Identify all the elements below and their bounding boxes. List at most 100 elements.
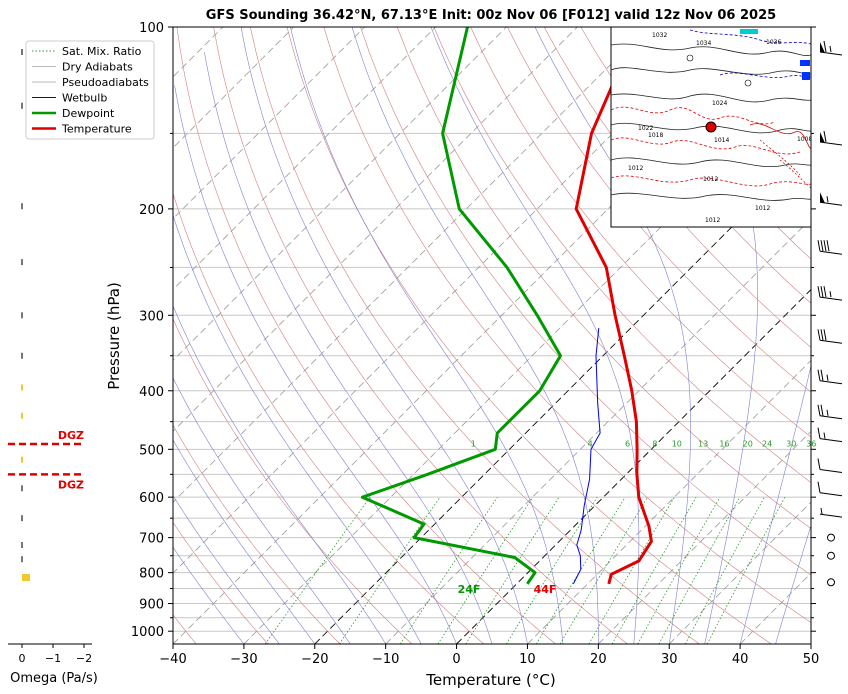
omega-bar [21,49,23,56]
wind-barb-shaft [819,339,843,344]
isotherm-line [385,218,811,644]
mixing-ratio-label: 4 [588,439,593,448]
wind-barb-full [817,286,821,298]
omega-bar [21,515,23,522]
wind-barb-half [823,432,826,439]
omega-tick-label: −2 [76,652,92,665]
wind-barb-full [817,427,821,439]
omega-bar [21,456,23,463]
dry-adiabat-line [433,27,811,483]
dry-adiabat-line [360,27,811,576]
dry-adiabat-line [507,27,811,393]
wind-barb [817,286,843,301]
mixing-ratio-labels: 1 4 6 8 10 13 16 20 24 30 36 [471,439,816,448]
svg-text:1034: 1034 [696,40,711,47]
omega-axis-label: Omega (Pa/s) [10,671,98,686]
wind-barb-shaft [819,380,843,385]
wind-barb-full [823,40,827,53]
wind-barb-full [817,329,821,341]
wind-barb-shaft [819,438,843,443]
wind-barb-shaft [819,296,843,301]
wetbulb-profile-line [572,328,601,585]
mixing-ratio-line [437,496,534,644]
moist-adiabat-line [534,27,691,644]
dry-adiabat-line [173,424,341,644]
wind-barb [819,130,843,146]
isotherm-line [456,288,811,644]
omega-bar [21,412,23,419]
dry-adiabat-line [286,27,772,644]
moist-adiabat-line [173,214,422,644]
chart-title: GFS Sounding 36.42°N, 67.13°E Init: 00z … [206,8,776,23]
wind-barb-full [823,130,827,143]
moist-adiabat-line [173,495,280,644]
svg-text:1012: 1012 [703,176,718,183]
svg-text:1024: 1024 [712,100,727,107]
y-axis-label: Pressure (hPa) [105,282,123,390]
omega-tick-label: 0 [19,652,26,665]
omega-bar [21,352,23,359]
x-tick-label: −10 [372,652,399,667]
legend-label: Pseudoadiabats [62,76,149,89]
x-tick-label: −20 [301,652,328,667]
mixing-ratio-line [559,496,648,644]
dry-adiabat-line [838,27,848,644]
isotherm-line [668,501,811,644]
isotherm-minus20-line [314,147,811,644]
wind-barb-full [817,458,821,470]
wind-barb-half [826,409,829,416]
omega-bar [21,384,23,391]
mixing-ratio-label: 1 [471,439,476,448]
wind-barb-full [817,481,821,493]
y-tick-label: 800 [139,567,164,582]
x-tick-label: 30 [661,652,678,667]
svg-text:1012: 1012 [755,205,770,212]
moist-adiabat-line [173,377,351,644]
wind-barb-half [820,508,823,515]
axes: −40 −30 −20 −10 0 10 20 30 40 50 100 200 300 400 500 60… [131,21,819,667]
dry-adiabat-line [580,27,811,304]
plot-frame [172,26,812,645]
mixing-ratio-line [684,497,765,644]
mixing-ratio-line [535,496,626,644]
mixing-ratio-line [658,496,741,644]
wind-barb-full [817,369,821,381]
dry-adiabat-line [323,27,811,623]
wind-barb [819,40,843,56]
svg-text:1036: 1036 [766,39,781,46]
mixing-ratio-line [465,496,560,644]
x-tick-label: 10 [519,652,536,667]
y-tick-label: 600 [139,491,164,506]
svg-text:1012: 1012 [705,217,720,224]
wind-barb [819,508,843,518]
x-tick-label: −30 [230,652,257,667]
x-tick-label: 0 [452,652,460,667]
isotherm-line [173,27,507,362]
wind-barb [817,427,843,443]
wind-barb [817,481,843,497]
wind-barb [817,240,843,255]
omega-bar [21,259,23,266]
wind-barb [817,369,843,385]
wind-barb-full [820,329,824,341]
x-tick-label: 50 [803,652,820,667]
wind-barb-half [826,374,829,381]
mixing-ratio-label: 8 [652,439,657,448]
inset-map: 1032 1034 1036 1024 1022 1018 1014 1012 … [610,26,812,228]
wind-barb [817,458,843,474]
omega-bar [21,312,23,319]
mixing-ratio-label: 13 [698,439,708,448]
wind-barb-full [817,240,821,252]
calm-wind-circle [827,533,835,542]
calm-wind-circle [827,578,835,587]
wind-barb-full [823,329,827,341]
dry-adiabat-line [250,27,700,644]
dry-adiabat-line [470,27,811,438]
dewpoint-profile-line [360,27,562,585]
mixing-ratio-line [506,496,598,644]
moist-adiabat-line [173,439,316,644]
mixing-ratio-line [611,496,697,644]
isotherm-line [173,27,649,503]
mixing-ratio-label: 30 [786,439,796,448]
